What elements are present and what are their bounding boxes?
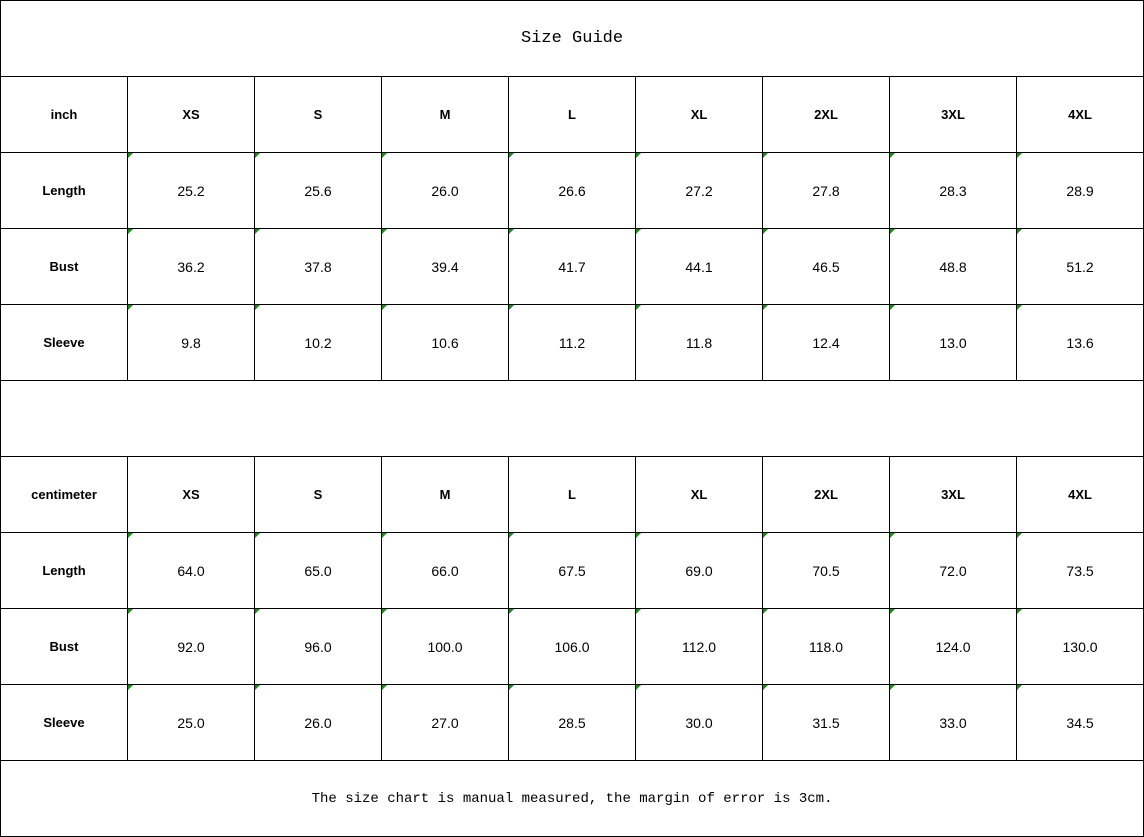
size-header: XS [127,76,255,153]
measurement-cell: 34.5 [1015,684,1144,761]
measurement-cell: 28.5 [508,684,636,761]
table-row: Sleeve 25.0 26.0 27.0 28.5 30.0 31.5 33.0 34.5 [0,684,1144,761]
measurement-cell: 36.2 [127,228,255,305]
measurement-cell: 26.6 [508,152,636,229]
unit-header: centimeter [0,456,128,533]
measurement-cell: 37.8 [254,228,382,305]
row-label: Sleeve [0,684,128,761]
size-header: 4XL [1015,76,1144,153]
measurement-cell: 67.5 [508,532,636,609]
measurement-cell: 11.2 [508,304,636,381]
row-label: Length [0,152,128,229]
table-row: Bust 36.2 37.8 39.4 41.7 44.1 46.5 48.8 51.2 [0,228,1144,305]
measurement-cell: 28.9 [1015,152,1144,229]
measurement-cell: 27.2 [635,152,763,229]
measurement-cell: 65.0 [254,532,382,609]
measurement-cell: 28.3 [889,152,1017,229]
measurement-cell: 44.1 [635,228,763,305]
measurement-cell: 106.0 [508,608,636,685]
size-header: XS [127,456,255,533]
table-row: Sleeve 9.8 10.2 10.6 11.2 11.8 12.4 13.0 13.6 [0,304,1144,381]
measurement-cell: 39.4 [381,228,509,305]
measurement-cell: 10.6 [381,304,509,381]
measurement-cell: 51.2 [1015,228,1144,305]
measurement-cell: 92.0 [127,608,255,685]
size-header: 3XL [889,456,1017,533]
measurement-cell: 73.5 [1015,532,1144,609]
size-header: M [381,456,509,533]
unit-header: inch [0,76,128,153]
measurement-cell: 96.0 [254,608,382,685]
measurement-cell: 11.8 [635,304,763,381]
spacer-row [0,380,1144,457]
measurement-cell: 25.2 [127,152,255,229]
measurement-cell: 12.4 [762,304,890,381]
measurement-cell: 70.5 [762,532,890,609]
row-label: Length [0,532,128,609]
note-row: The size chart is manual measured, the m… [0,760,1144,837]
measurement-cell: 72.0 [889,532,1017,609]
measurement-cell: 112.0 [635,608,763,685]
row-label: Sleeve [0,304,128,381]
header-row: centimeter XS S M L XL 2XL 3XL 4XL [0,456,1144,533]
measurement-cell: 9.8 [127,304,255,381]
size-header: XL [635,456,763,533]
measurement-cell: 13.0 [889,304,1017,381]
measurement-cell: 27.0 [381,684,509,761]
measurement-cell: 124.0 [889,608,1017,685]
size-header: 4XL [1015,456,1144,533]
measurement-cell: 13.6 [1015,304,1144,381]
measurement-cell: 27.8 [762,152,890,229]
measurement-cell: 33.0 [889,684,1017,761]
size-header: S [254,456,382,533]
table-row: Length 25.2 25.6 26.0 26.6 27.2 27.8 28.3 28.9 [0,152,1144,229]
table-row: Length 64.0 65.0 66.0 67.5 69.0 70.5 72.0 73.5 [0,532,1144,609]
measurement-cell: 69.0 [635,532,763,609]
table-row: Bust 92.0 96.0 100.0 106.0 112.0 118.0 124.0 130… [0,608,1144,685]
measurement-cell: 66.0 [381,532,509,609]
measurement-cell: 100.0 [381,608,509,685]
measurement-cell: 26.0 [254,684,382,761]
measurement-cell: 118.0 [762,608,890,685]
row-label: Bust [0,608,128,685]
size-header: S [254,76,382,153]
measurement-cell: 30.0 [635,684,763,761]
spacer-cell [0,380,1144,457]
size-header: 3XL [889,76,1017,153]
measurement-cell: 26.0 [381,152,509,229]
measurement-cell: 41.7 [508,228,636,305]
measurement-cell: 46.5 [762,228,890,305]
size-header: 2XL [762,456,890,533]
size-header: 2XL [762,76,890,153]
measurement-cell: 130.0 [1015,608,1144,685]
size-header: L [508,76,636,153]
title-row: Size Guide [0,0,1144,77]
size-header: XL [635,76,763,153]
measurement-cell: 31.5 [762,684,890,761]
size-header: M [381,76,509,153]
measurement-cell: 25.0 [127,684,255,761]
row-label: Bust [0,228,128,305]
footnote: The size chart is manual measured, the m… [0,760,1144,837]
page-title: Size Guide [0,0,1144,77]
measurement-cell: 48.8 [889,228,1017,305]
size-header: L [508,456,636,533]
measurement-cell: 25.6 [254,152,382,229]
measurement-cell: 64.0 [127,532,255,609]
measurement-cell: 10.2 [254,304,382,381]
header-row: inch XS S M L XL 2XL 3XL 4XL [0,76,1144,153]
